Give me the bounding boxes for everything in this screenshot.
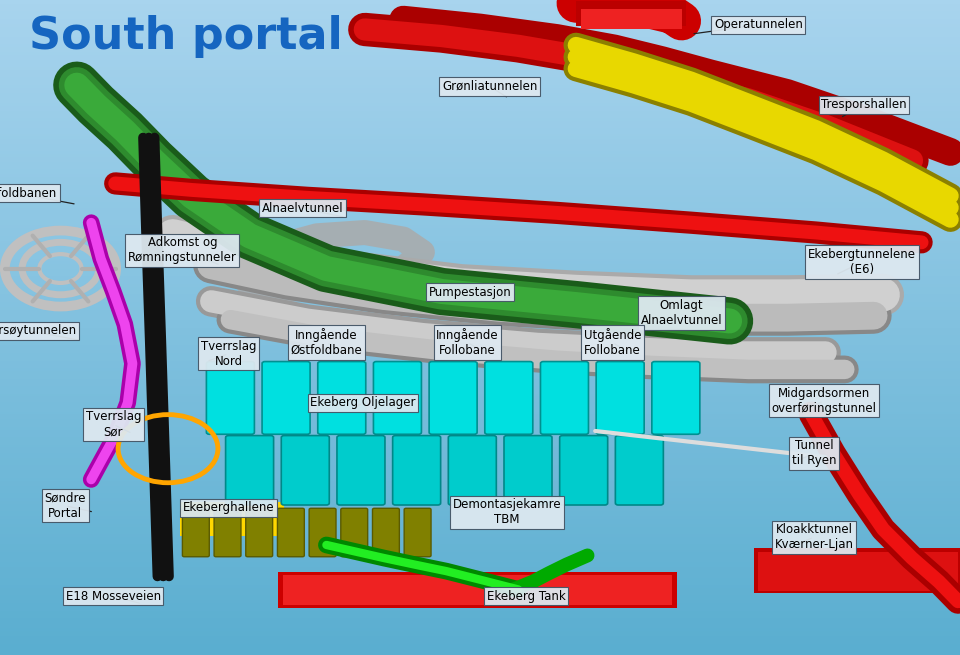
Text: Grønliatunnelen: Grønliatunnelen [442,80,538,93]
FancyBboxPatch shape [485,362,533,434]
Text: Ekeberg Tank: Ekeberg Tank [487,590,565,603]
Text: Tverrslag
Sør: Tverrslag Sør [85,411,141,438]
Text: Tverrslag
Nord: Tverrslag Nord [201,340,256,367]
FancyBboxPatch shape [206,362,254,434]
Text: Tresporshallen: Tresporshallen [821,98,907,111]
Text: Omlagt
Alnaelvtunnel: Omlagt Alnaelvtunnel [640,299,723,327]
FancyBboxPatch shape [373,362,421,434]
FancyBboxPatch shape [341,508,368,557]
Text: Søndre
Portal: Søndre Portal [44,492,86,519]
Text: Inngående
Follobane: Inngående Follobane [436,328,499,357]
Bar [283,575,672,605]
Text: Tunnel
til Ryen: Tunnel til Ryen [792,440,836,467]
Text: Ekeberghallene: Ekeberghallene [182,501,275,514]
FancyBboxPatch shape [540,362,588,434]
FancyBboxPatch shape [277,508,304,557]
Text: South portal: South portal [29,14,343,58]
Text: Sjursøytunnelen: Sjursøytunnelen [0,324,77,337]
FancyBboxPatch shape [615,436,663,505]
FancyBboxPatch shape [448,436,496,505]
Text: Pumpestasjon: Pumpestasjon [429,286,512,299]
FancyBboxPatch shape [652,362,700,434]
Text: Utgående
Follobane: Utgående Follobane [584,328,641,357]
FancyBboxPatch shape [281,436,329,505]
FancyBboxPatch shape [214,508,241,557]
FancyBboxPatch shape [246,508,273,557]
FancyBboxPatch shape [393,436,441,505]
FancyBboxPatch shape [262,362,310,434]
FancyBboxPatch shape [429,362,477,434]
Bar [581,9,682,29]
Text: Ekebergtunnelene
(E6): Ekebergtunnelene (E6) [808,248,916,276]
Text: Alnaelvtunnel: Alnaelvtunnel [261,202,344,215]
FancyBboxPatch shape [337,436,385,505]
Bar [576,1,686,26]
FancyBboxPatch shape [182,508,209,557]
Bar [754,548,960,593]
FancyBboxPatch shape [226,436,274,505]
FancyBboxPatch shape [404,508,431,557]
FancyBboxPatch shape [318,362,366,434]
Text: Operatunnelen: Operatunnelen [714,18,803,31]
Bar [278,572,677,608]
FancyBboxPatch shape [372,508,399,557]
Text: Adkomst og
Rømningstunneler: Adkomst og Rømningstunneler [128,236,237,264]
Bar [180,502,284,536]
FancyBboxPatch shape [309,508,336,557]
Text: Ekeberg Oljelager: Ekeberg Oljelager [310,396,416,409]
Text: Kloakktunnel
Kværner-Ljan: Kloakktunnel Kværner-Ljan [775,523,853,551]
Text: Inngående
Østfoldbane: Inngående Østfoldbane [291,328,362,357]
Text: Midgardsormen
overføringstunnel: Midgardsormen overføringstunnel [771,387,876,415]
Text: Østfoldbanen: Østfoldbanen [0,187,57,200]
FancyBboxPatch shape [560,436,608,505]
FancyBboxPatch shape [596,362,644,434]
FancyBboxPatch shape [504,436,552,505]
Text: E18 Mosseveien: E18 Mosseveien [65,590,161,603]
Text: Demontasjekamre
TBM: Demontasjekamre TBM [452,498,562,526]
Bar [758,552,958,591]
